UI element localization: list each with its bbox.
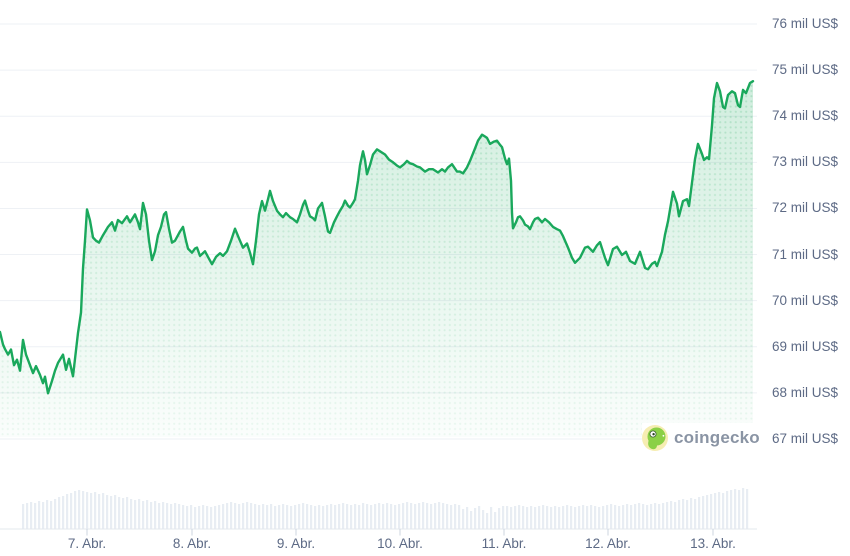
y-axis-label: 69 mil US$ <box>772 338 839 354</box>
y-axis-label: 75 mil US$ <box>772 62 839 78</box>
y-axis-label: 76 mil US$ <box>772 16 839 31</box>
volume-bars <box>22 488 749 529</box>
x-axis-label: 9. Abr. <box>276 536 316 551</box>
y-axis-label: 73 mil US$ <box>772 154 839 170</box>
price-area-dots <box>0 81 753 437</box>
x-axis-label: 13. Abr. <box>690 536 736 551</box>
coingecko-logo-text: coingecko <box>674 428 760 447</box>
y-axis-label: 71 mil US$ <box>772 246 839 262</box>
x-axis-label: 8. Abr. <box>172 536 212 551</box>
y-axis-label: 67 mil US$ <box>772 430 839 446</box>
price-line <box>0 80 755 395</box>
x-axis-label: 12. Abr. <box>585 536 631 551</box>
axis-ticks <box>86 529 714 536</box>
y-axis-label: 72 mil US$ <box>772 200 839 216</box>
gecko-icon <box>642 425 668 451</box>
x-axis-label: 10. Abr. <box>377 536 423 551</box>
coingecko-attribution[interactable]: coingecko <box>642 423 760 453</box>
y-axis-label: 74 mil US$ <box>772 108 839 124</box>
y-axis-label: 68 mil US$ <box>772 384 839 400</box>
x-axis-label: 11. Abr. <box>481 536 527 551</box>
x-axis-label: 7. Abr. <box>67 536 107 551</box>
y-axis-label: 70 mil US$ <box>772 292 839 308</box>
